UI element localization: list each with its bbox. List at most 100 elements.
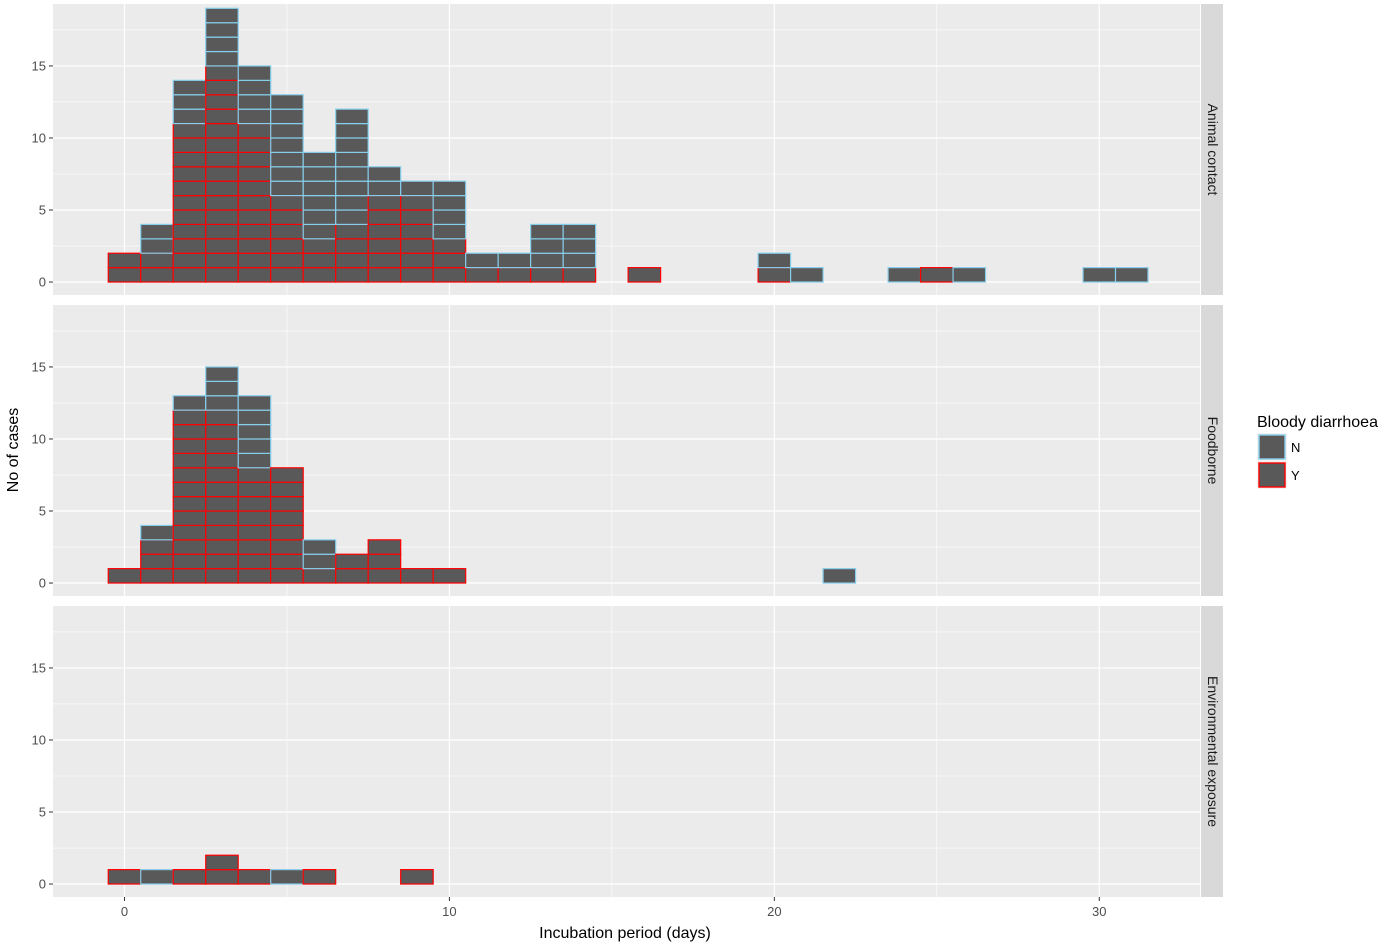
bar-cell-n bbox=[432, 209, 467, 226]
bar-cell-n bbox=[140, 524, 174, 541]
legend-swatch-n bbox=[1258, 434, 1286, 460]
bar-cell-n bbox=[822, 568, 857, 584]
bar-cell-n bbox=[1114, 267, 1149, 283]
bar-cell-y bbox=[205, 137, 239, 153]
bar-cell-n bbox=[335, 108, 369, 125]
bar-cell-y bbox=[172, 166, 207, 182]
bar-cell-n bbox=[530, 223, 564, 240]
bar-cell-y bbox=[270, 568, 304, 584]
bar-cell-n bbox=[270, 122, 304, 139]
bar-cell-y bbox=[237, 267, 272, 283]
bar-cell-y bbox=[367, 194, 402, 211]
bar-cell-n bbox=[270, 151, 304, 168]
bar-cell-y bbox=[367, 238, 402, 254]
facet-panel-2: 0 5 10 15 Environmental exposure bbox=[32, 606, 1223, 897]
bar-cell-y bbox=[335, 568, 369, 584]
bar-cell-n bbox=[887, 267, 922, 283]
bar-cell-y bbox=[172, 467, 207, 483]
bar-cell-n bbox=[205, 380, 239, 397]
bar-cell-y bbox=[172, 438, 207, 454]
bar-cell-n bbox=[789, 267, 824, 283]
bar-cell-n bbox=[562, 252, 597, 269]
bar-cell-y bbox=[205, 223, 239, 240]
bar-cell-y bbox=[172, 194, 207, 211]
legend: Bloody diarrhoea N Y bbox=[1257, 414, 1378, 489]
bar-cell-n bbox=[205, 36, 239, 53]
bar-cell-y bbox=[400, 869, 434, 885]
bar-cell-y bbox=[302, 267, 337, 283]
bar-cell-y bbox=[432, 238, 467, 254]
bar-cell-y bbox=[335, 553, 369, 570]
bar-cell-n bbox=[335, 209, 369, 226]
bar-cell-y bbox=[919, 267, 954, 283]
bar-cell-y bbox=[465, 267, 499, 283]
bar-cell-y bbox=[205, 108, 239, 125]
bar-cell-y bbox=[270, 238, 304, 254]
bar-cell-y bbox=[205, 438, 239, 454]
bar-cell-y bbox=[237, 467, 272, 483]
bar-cell-y bbox=[627, 267, 662, 283]
bar-cell-n bbox=[237, 108, 272, 125]
bar-cell-n bbox=[335, 166, 369, 182]
bar-cell-n bbox=[335, 180, 369, 197]
bar-cell-n bbox=[237, 423, 272, 440]
legend-label-y: Y bbox=[1291, 468, 1300, 483]
bar-cell-n bbox=[140, 238, 174, 254]
bar-cell-y bbox=[562, 267, 597, 283]
bar-cell-y bbox=[400, 209, 434, 226]
bar-cell-n bbox=[530, 252, 564, 269]
bar-cell-n bbox=[562, 238, 597, 254]
bar-cell-n bbox=[335, 137, 369, 153]
bar-cell-y bbox=[205, 180, 239, 197]
bar-cell-y bbox=[237, 194, 272, 211]
bar-cell-y bbox=[172, 137, 207, 153]
y-tick-label: 10 bbox=[32, 130, 46, 145]
bar-cell-n bbox=[237, 395, 272, 411]
bar-cell-y bbox=[205, 209, 239, 226]
panels-layer: 0 5 10 15 Animal contact 0 5 10 15 Foodborne 0 5 10 1… bbox=[32, 4, 1223, 919]
bar-cell-n bbox=[237, 94, 272, 110]
bar-cell-y bbox=[205, 524, 239, 541]
x-axis-title: Incubation period (days) bbox=[539, 925, 711, 942]
bar-cell-y bbox=[302, 869, 337, 885]
bar-cell-y bbox=[205, 869, 239, 885]
bar-cell-n bbox=[335, 151, 369, 168]
bar-cell-y bbox=[367, 252, 402, 269]
bar-cell-y bbox=[237, 553, 272, 570]
bar-cell-y bbox=[172, 180, 207, 197]
bar-cell-y bbox=[205, 495, 239, 512]
bar-cell-y bbox=[107, 869, 142, 885]
bar-cell-n bbox=[237, 409, 272, 426]
bar-cell-y bbox=[432, 252, 467, 269]
bar-cell-y bbox=[172, 452, 207, 469]
bar-cell-n bbox=[270, 166, 304, 182]
y-tick-label: 10 bbox=[32, 431, 46, 446]
bar-cell-y bbox=[400, 267, 434, 283]
bar-cell-y bbox=[367, 223, 402, 240]
bar-cell-y bbox=[172, 553, 207, 570]
bar-cell-y bbox=[367, 539, 402, 555]
bar-cell-n bbox=[562, 223, 597, 240]
bar-cell-y bbox=[107, 252, 142, 269]
facet-strip bbox=[1201, 305, 1223, 596]
bar-cell-n bbox=[270, 137, 304, 153]
bar-cell-y bbox=[172, 481, 207, 498]
bar-cell-y bbox=[172, 568, 207, 584]
bar-cell-y bbox=[237, 539, 272, 555]
bar-cell-y bbox=[367, 568, 402, 584]
bar-cell-y bbox=[270, 495, 304, 512]
bar-cell-n bbox=[432, 223, 467, 240]
bar-cell-y bbox=[237, 122, 272, 139]
bar-cell-y bbox=[302, 238, 337, 254]
bar-cell-n bbox=[172, 94, 207, 110]
bar-cell-y bbox=[107, 568, 142, 584]
bar-cell-n bbox=[335, 122, 369, 139]
bar-cell-n bbox=[172, 395, 207, 411]
bar-cell-y bbox=[205, 79, 239, 96]
bar-cell-n bbox=[400, 180, 434, 197]
bar-cell-n bbox=[270, 180, 304, 197]
bar-cell-n bbox=[952, 267, 987, 283]
bar-cell-y bbox=[270, 539, 304, 555]
bar-cell-n bbox=[432, 194, 467, 211]
